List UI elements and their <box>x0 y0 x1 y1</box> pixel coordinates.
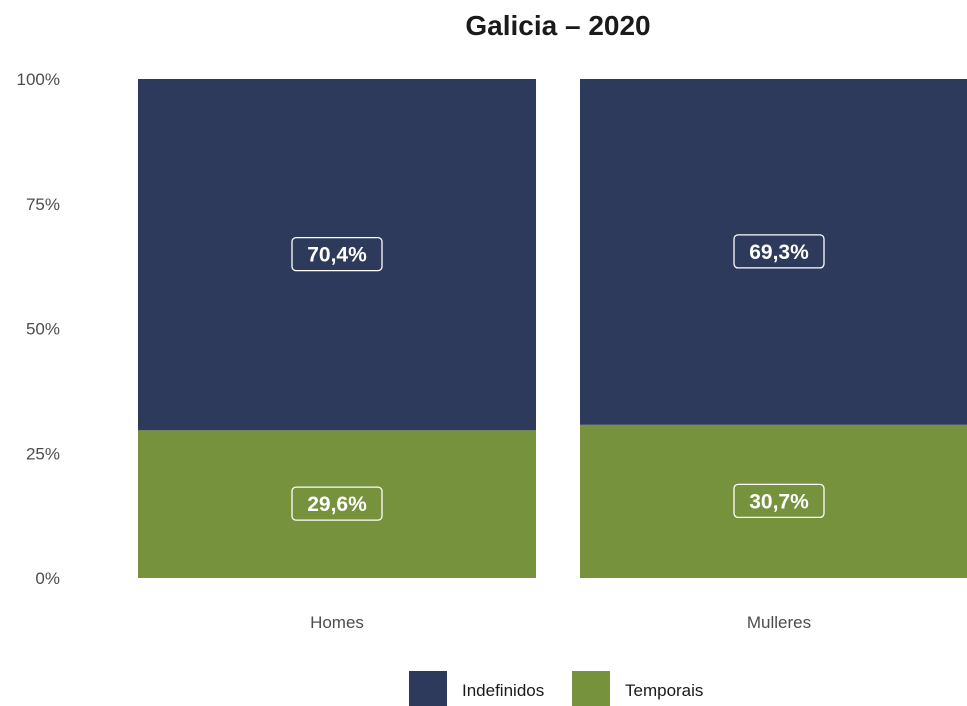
bars <box>138 79 967 578</box>
x-category-label: Homes <box>310 613 364 632</box>
y-tick-label: 50% <box>26 320 60 339</box>
bar-labels: 29,6% 70,4% 30,7% 69,3% <box>291 234 825 521</box>
y-tick-label: 0% <box>35 569 60 588</box>
y-tick-label: 25% <box>26 444 60 463</box>
y-tick-label: 75% <box>26 195 60 214</box>
data-label-box <box>291 236 383 272</box>
data-label-box <box>733 234 825 269</box>
legend-swatch-temporais <box>572 671 610 706</box>
y-tick-label: 100% <box>17 70 60 89</box>
data-label: 70,4% <box>307 244 367 267</box>
legend-label-indefinidos: Indefinidos <box>462 681 544 700</box>
bar-segment-indefinidos-mulleres <box>580 79 967 425</box>
x-category-label: Mulleres <box>747 613 811 632</box>
legend: Indefinidos Temporais <box>409 671 703 706</box>
x-axis: Homes Mulleres <box>310 613 811 632</box>
data-label: 30,7% <box>749 490 809 513</box>
bar-segment-temporais-homes <box>138 430 536 578</box>
chart-title: Galicia – 2020 <box>465 10 650 41</box>
legend-swatch-indefinidos <box>409 671 447 706</box>
legend-label-temporais: Temporais <box>625 681 703 700</box>
data-label: 29,6% <box>307 493 367 516</box>
y-axis: 0% 25% 50% 75% 100% <box>17 70 60 588</box>
bar-segment-temporais-mulleres <box>580 424 967 578</box>
data-label-box <box>291 486 383 521</box>
data-label-box <box>733 483 825 519</box>
data-label: 69,3% <box>749 241 809 264</box>
bar-segment-indefinidos-homes <box>138 79 536 431</box>
